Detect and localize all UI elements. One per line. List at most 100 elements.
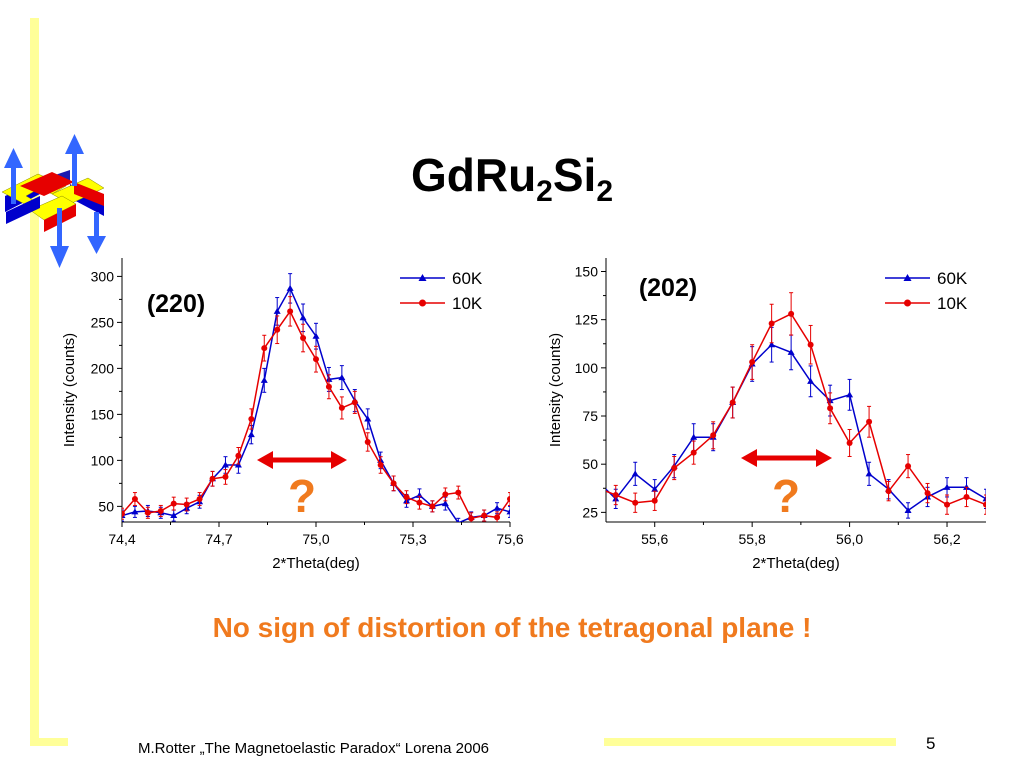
series-line-60K (122, 286, 510, 522)
data-point-60K (963, 483, 971, 490)
data-point-60K (351, 397, 359, 404)
data-point-10K (235, 452, 242, 459)
legend-label-10K: 10K (452, 294, 483, 313)
data-point-60K (183, 504, 191, 511)
data-point-60K (826, 397, 834, 404)
data-point-10K (157, 507, 164, 514)
y-tick-label: 50 (582, 456, 598, 472)
x-tick-label: 56,2 (933, 531, 960, 547)
data-point-60K (170, 512, 178, 519)
data-point-10K (671, 465, 678, 472)
data-point-10K (325, 383, 332, 390)
plot-area (593, 292, 986, 519)
data-point-10K (261, 345, 268, 352)
data-point-60K (415, 491, 423, 498)
data-point-60K (273, 307, 281, 314)
data-point-60K (403, 497, 411, 504)
legend-label-10K: 10K (937, 294, 968, 313)
data-point-60K (729, 399, 737, 406)
reflection-label: (202) (639, 274, 697, 302)
data-point-60K (209, 475, 217, 482)
double-arrow-left-head (741, 449, 757, 467)
question-mark: ? (772, 470, 800, 522)
x-tick-label: 75,6 (496, 531, 523, 547)
data-point-10K (632, 499, 639, 506)
y-tick-label: 250 (91, 314, 115, 330)
data-point-60K (480, 512, 488, 519)
data-point-10K (468, 515, 475, 522)
reflection-label: (220) (147, 290, 205, 318)
data-point-60K (286, 284, 294, 291)
series-line-10K (122, 309, 510, 520)
page-number: 5 (926, 734, 936, 753)
data-point-60K (651, 485, 659, 492)
left-accent-bar (30, 18, 39, 746)
footer-citation: M.Rotter „The Magnetoelastic Paradox“ Lo… (138, 740, 490, 757)
data-point-60K (131, 508, 139, 515)
data-point-10K (827, 405, 834, 412)
data-point-10K (749, 359, 756, 366)
data-point-10K (122, 510, 125, 517)
y-axis-label: Intensity (counts) (61, 333, 78, 447)
data-point-10K (248, 415, 255, 422)
series-line-10K (606, 312, 986, 506)
double-arrow-left-head (257, 451, 273, 469)
data-point-60K (846, 391, 854, 398)
y-tick-label: 75 (582, 408, 598, 424)
data-point-10K (300, 335, 307, 342)
legend-marker-10K (419, 299, 426, 307)
data-point-60K (768, 341, 776, 348)
data-point-60K (441, 500, 449, 507)
data-point-60K (247, 431, 255, 438)
y-tick-label: 200 (91, 360, 115, 376)
data-point-10K (905, 463, 912, 470)
data-point-10K (313, 356, 319, 363)
y-tick-label: 100 (575, 360, 599, 376)
y-tick-label: 125 (575, 312, 599, 328)
x-tick-label: 74,7 (205, 531, 232, 547)
data-point-10K (351, 399, 358, 406)
data-point-10K (593, 484, 599, 490)
data-point-10K (131, 496, 138, 503)
data-point-60K (506, 508, 510, 515)
data-point-60K (631, 470, 639, 477)
data-point-10K (196, 496, 203, 503)
x-tick-label: 55,6 (641, 531, 668, 547)
legend-marker-60K (903, 274, 912, 281)
data-point-60K (982, 495, 986, 502)
legend-marker-60K (418, 274, 427, 281)
data-point-60K (690, 433, 698, 440)
data-point-10K (612, 492, 619, 499)
data-point-10K (209, 475, 216, 482)
y-tick-label: 150 (91, 406, 115, 422)
data-point-10K (924, 490, 931, 497)
legend-label-60K: 60K (452, 269, 483, 288)
data-point-60K (787, 348, 795, 355)
data-point-60K (144, 507, 152, 514)
data-point-60K (493, 504, 501, 511)
x-axis-label: 2*Theta(deg) (272, 555, 360, 572)
x-tick-label: 56,0 (836, 531, 863, 547)
y-tick-label: 100 (91, 452, 115, 468)
legend-label-60K: 60K (937, 269, 968, 288)
data-point-60K (885, 485, 893, 492)
data-point-10K (729, 399, 736, 406)
data-point-60K (612, 495, 620, 502)
data-point-10K (364, 438, 371, 445)
data-point-10K (944, 501, 951, 508)
data-point-60K (467, 513, 475, 520)
double-arrow-right-head (331, 451, 347, 469)
data-point-10K (481, 512, 488, 519)
conclusion-text: No sign of distortion of the tetragonal … (212, 612, 812, 643)
data-point-10K (710, 432, 717, 439)
series-line-60K (606, 343, 986, 512)
data-point-10K (690, 449, 697, 456)
x-tick-label: 75,0 (302, 531, 329, 547)
data-point-60K (312, 332, 320, 339)
data-point-10K (963, 493, 970, 500)
data-point-60K (709, 433, 717, 440)
legend-marker-10K (904, 299, 911, 307)
x-axis-label: 2*Theta(deg) (752, 555, 840, 572)
